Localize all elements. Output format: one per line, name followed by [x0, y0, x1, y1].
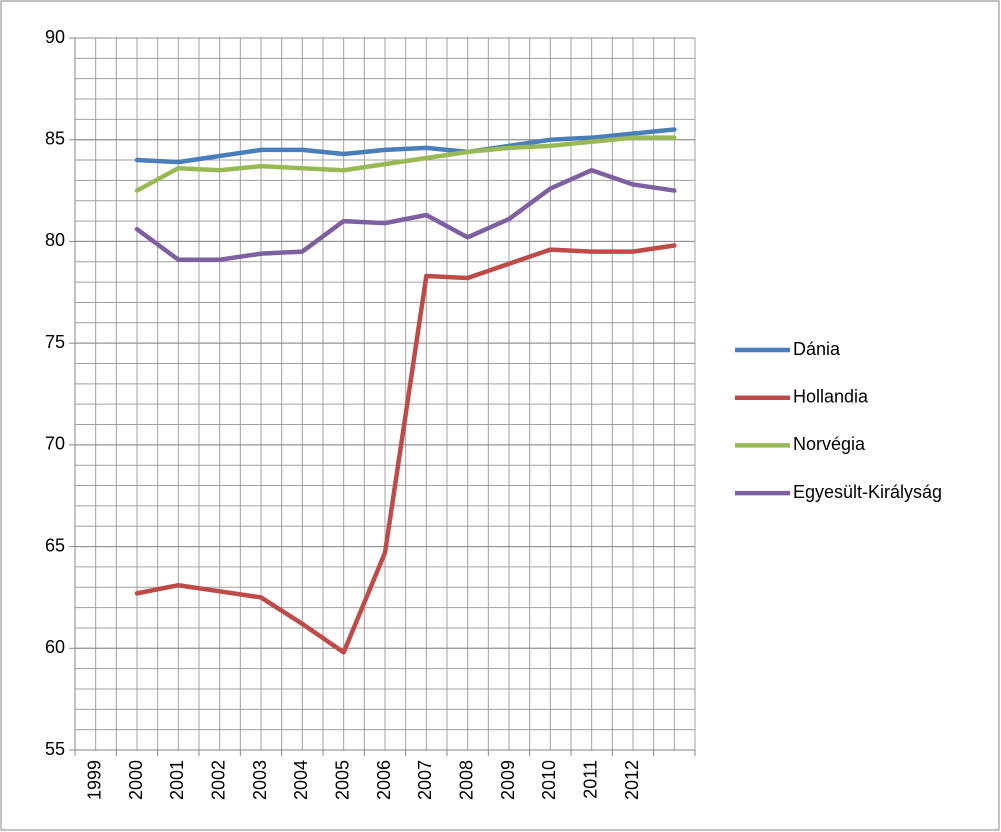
x-tick-label: 2005 [332, 760, 352, 800]
x-tick-label: 2009 [498, 760, 518, 800]
series-line [134, 243, 677, 655]
x-tick-label: 2010 [539, 760, 559, 800]
x-tick-label: 2012 [622, 760, 642, 800]
y-tick-label: 70 [45, 434, 65, 454]
legend-label: Dánia [793, 339, 841, 359]
y-tick-label: 85 [45, 128, 65, 148]
x-tick-label: 1999 [84, 760, 104, 800]
y-tick-label: 65 [45, 535, 65, 555]
y-tick-label: 55 [45, 739, 65, 759]
legend-label: Egyesült-Királyság [793, 482, 942, 502]
x-tick-label: 2004 [291, 760, 311, 800]
x-tick-label: 2011 [580, 760, 600, 799]
x-tick-label: 2003 [250, 760, 270, 800]
y-tick-label: 75 [45, 332, 65, 352]
x-tick-label: 2008 [456, 760, 476, 800]
y-tick-label: 60 [45, 637, 65, 657]
x-tick-label: 2006 [374, 760, 394, 800]
series-line [134, 127, 677, 165]
legend-label: Norvégia [793, 434, 866, 454]
series-line [134, 167, 677, 262]
legend-label: Hollandia [793, 386, 869, 406]
x-tick-label: 2000 [126, 760, 146, 800]
y-tick-label: 80 [45, 230, 65, 250]
x-tick-label: 2002 [208, 760, 228, 800]
x-tick-label: 2001 [167, 760, 187, 800]
series-line [134, 135, 677, 193]
y-tick-label: 90 [45, 27, 65, 47]
x-tick-label: 2007 [415, 760, 435, 800]
